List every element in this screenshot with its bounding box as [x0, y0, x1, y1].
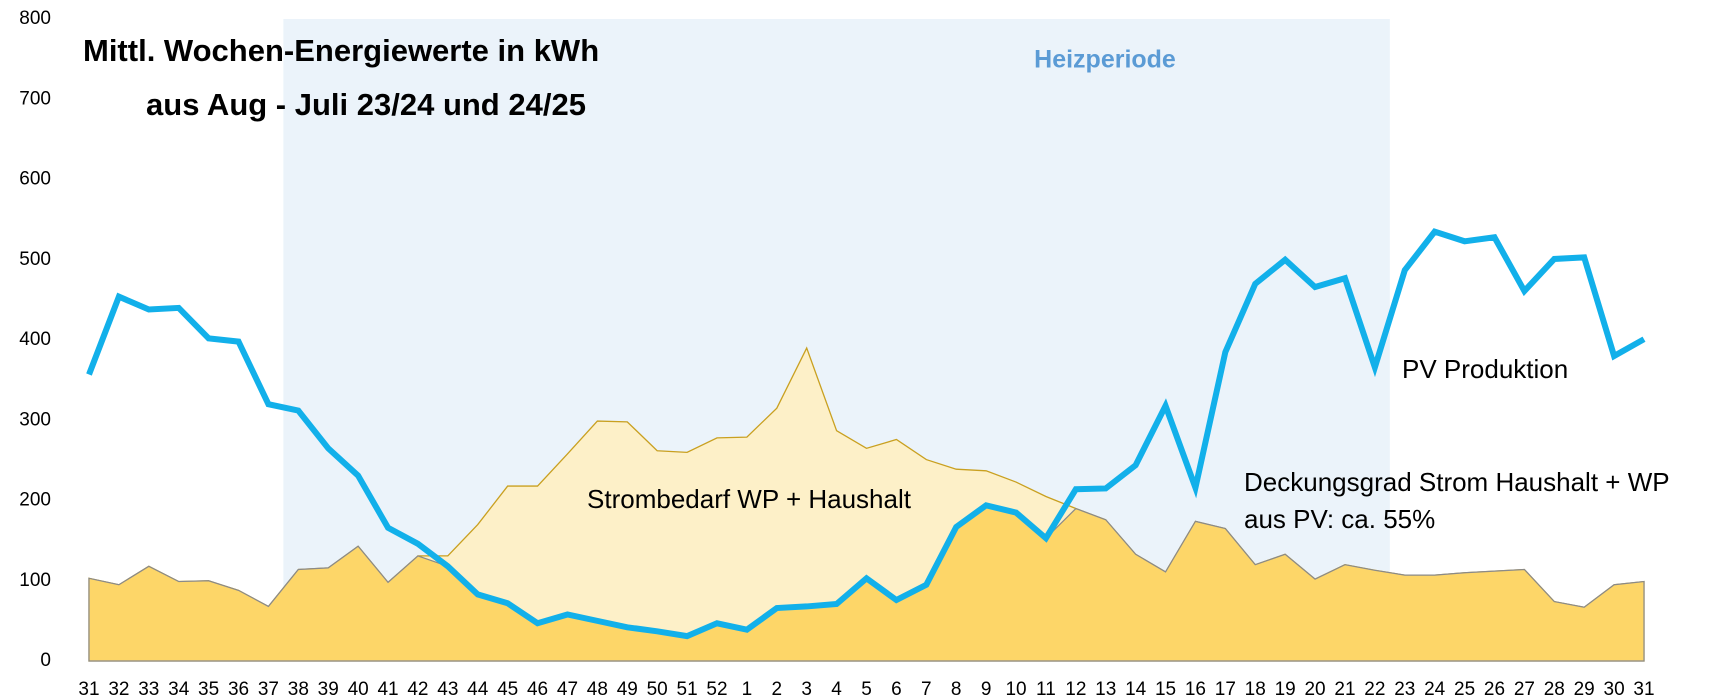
annotation: Deckungsgrad Strom Haushalt + WP — [1244, 467, 1670, 497]
x-tick-label: 47 — [557, 679, 578, 700]
x-tick-label: 11 — [1036, 679, 1056, 700]
x-tick-label: 13 — [1095, 679, 1116, 700]
x-tick-label: 25 — [1454, 679, 1475, 700]
x-tick-label: 29 — [1574, 679, 1595, 700]
x-tick-label: 37 — [258, 679, 279, 700]
x-tick-label: 45 — [497, 679, 518, 700]
x-tick-label: 35 — [198, 679, 219, 700]
x-tick-label: 44 — [467, 679, 489, 700]
x-tick-label: 17 — [1215, 679, 1236, 700]
line — [86, 228, 1646, 640]
x-tick-label: 24 — [1424, 679, 1446, 700]
x-tick-label: 52 — [706, 679, 727, 700]
x-tick-label: 34 — [168, 679, 190, 700]
x-tick-label: 20 — [1304, 679, 1325, 700]
x-tick-label: 28 — [1544, 679, 1565, 700]
x-tick-label: 41 — [377, 679, 398, 700]
chart-title: Mittl. Wochen-Energiewerte in kWh — [83, 33, 599, 68]
y-tick-label: 300 — [19, 409, 51, 430]
x-tick-label: 31 — [1633, 679, 1654, 700]
x-tick-label: 51 — [677, 679, 698, 700]
x-tick-label: 14 — [1125, 679, 1147, 700]
x-tick-label: 27 — [1514, 679, 1535, 700]
annotation: aus PV: ca. 55% — [1244, 504, 1435, 534]
x-tick-label: 26 — [1484, 679, 1505, 700]
x-tick-label: 31 — [78, 679, 99, 700]
x-tick-label: 1 — [742, 679, 753, 700]
x-tick-label: 32 — [108, 679, 129, 700]
y-tick-label: 700 — [19, 88, 51, 109]
x-tick-label: 22 — [1364, 679, 1385, 700]
series-label: PV Produktion — [1402, 354, 1568, 384]
x-tick-label: 15 — [1155, 679, 1176, 700]
x-tick-label: 19 — [1275, 679, 1296, 700]
x-tick-label: 36 — [228, 679, 249, 700]
x-tick-label: 3 — [801, 679, 812, 700]
x-tick-label: 48 — [587, 679, 608, 700]
y-tick-label: 800 — [19, 8, 51, 29]
x-tick-label: 38 — [288, 679, 309, 700]
band-label: Heizperiode — [1034, 46, 1176, 74]
x-tick-label: 9 — [981, 679, 992, 700]
y-tick-label: 0 — [40, 650, 51, 671]
x-tick-label: 16 — [1185, 679, 1206, 700]
x-tick-label: 49 — [617, 679, 638, 700]
x-tick-label: 23 — [1394, 679, 1415, 700]
series-label: Strombedarf WP + Haushalt — [587, 484, 912, 514]
x-tick-label: 6 — [891, 679, 902, 700]
x-tick-label: 7 — [921, 679, 932, 700]
x-tick-label: 2 — [771, 679, 782, 700]
x-tick-label: 42 — [407, 679, 428, 700]
x-tick-label: 39 — [318, 679, 339, 700]
x-tick-label: 8 — [951, 679, 962, 700]
x-tick-label: 12 — [1065, 679, 1086, 700]
x-tick-label: 5 — [861, 679, 872, 700]
x-tick-label: 4 — [831, 679, 842, 700]
x-tick-label: 43 — [437, 679, 458, 700]
x-tick-label: 18 — [1245, 679, 1266, 700]
y-tick-label: 100 — [19, 570, 51, 591]
x-tick-label: 40 — [348, 679, 369, 700]
x-tick-label: 30 — [1604, 679, 1625, 700]
x-tick-label: 33 — [138, 679, 159, 700]
y-tick-label: 400 — [19, 329, 51, 350]
plot — [86, 228, 1646, 662]
chart-subtitle: aus Aug - Juli 23/24 und 24/25 — [146, 87, 586, 122]
x-tick-label: 50 — [647, 679, 668, 700]
y-tick-label: 600 — [19, 169, 51, 190]
y-tick-label: 500 — [19, 249, 51, 270]
y-tick-label: 200 — [19, 490, 51, 511]
x-tick-label: 46 — [527, 679, 548, 700]
x-tick-label: 21 — [1334, 679, 1355, 700]
x-tick-label: 10 — [1005, 679, 1026, 700]
